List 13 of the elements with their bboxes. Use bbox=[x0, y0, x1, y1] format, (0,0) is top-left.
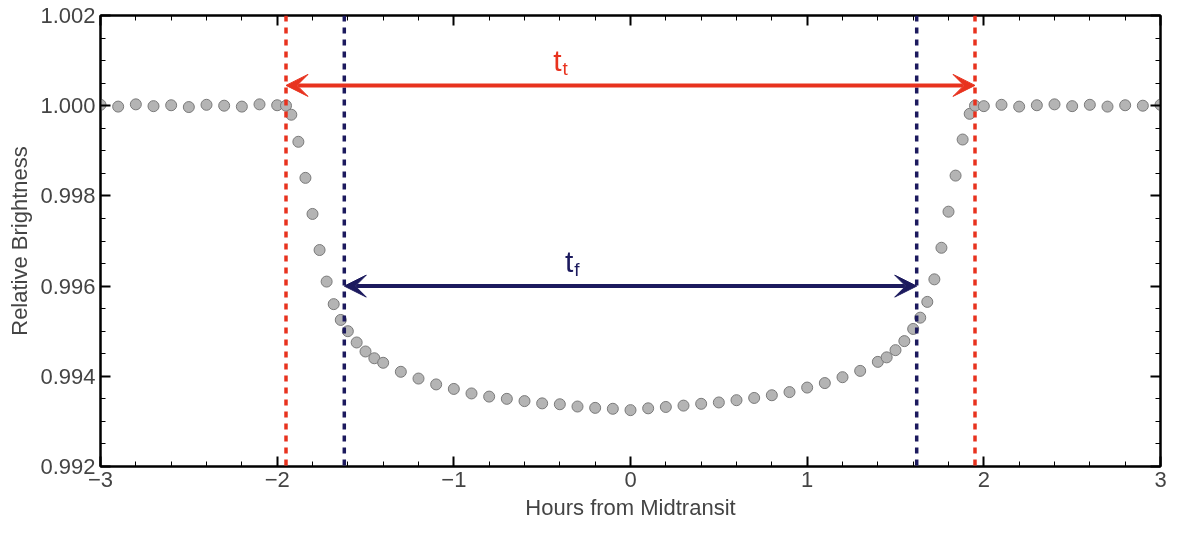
y-axis-title: Relative Brightness bbox=[7, 146, 33, 336]
x-tick-label: −1 bbox=[441, 466, 467, 492]
y-tick-label: 0.996 bbox=[40, 273, 96, 299]
x-tick-label: 1 bbox=[801, 466, 814, 492]
y-tick-label: 0.994 bbox=[40, 363, 96, 389]
y-tick-label: 1.000 bbox=[40, 93, 96, 119]
x-tick-label: 0 bbox=[624, 466, 637, 492]
x-tick-label: 3 bbox=[1154, 466, 1167, 492]
y-tick-label: 0.998 bbox=[40, 183, 96, 209]
x-tick-label: 2 bbox=[977, 466, 990, 492]
x-axis-title: Hours from Midtransit bbox=[525, 494, 736, 520]
x-tick-label: −2 bbox=[264, 466, 290, 492]
y-tick-label: 1.002 bbox=[40, 3, 96, 28]
